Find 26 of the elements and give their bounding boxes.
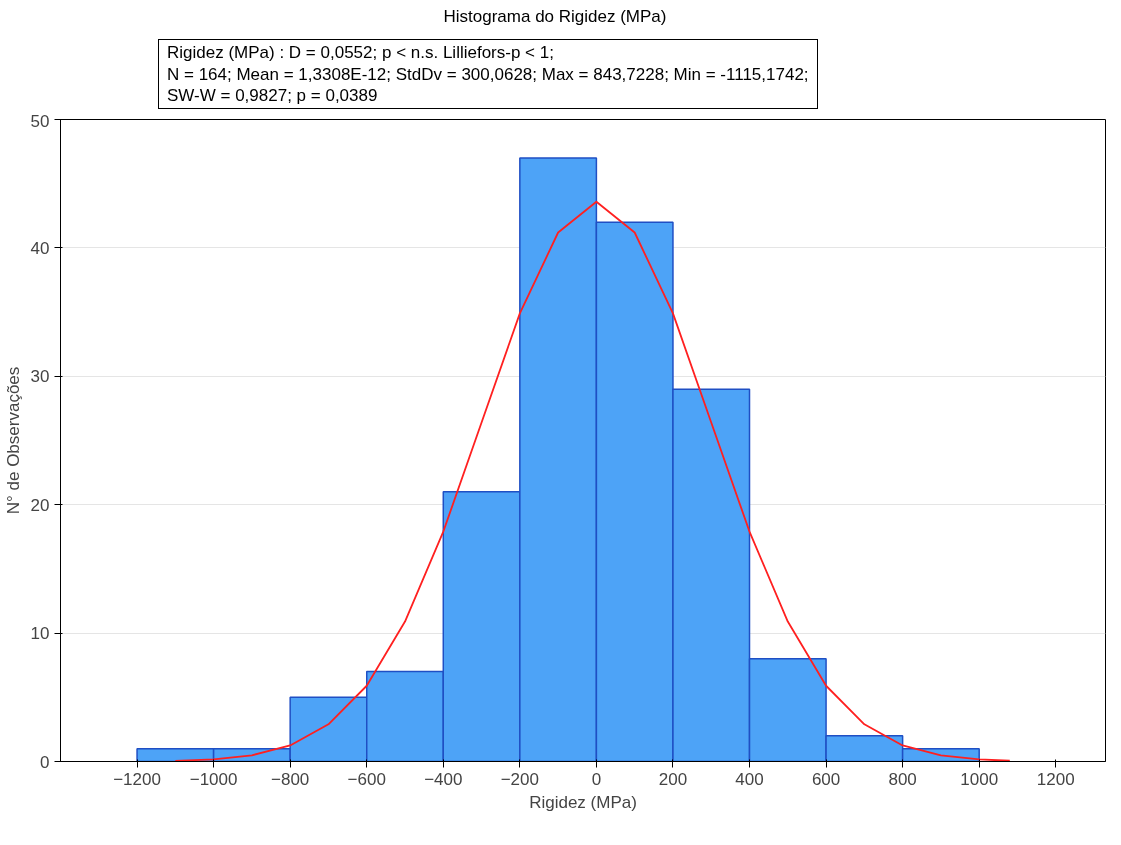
text: N = 164; Mean = 1,3308E-12; StdDv = 300,0628; Max = 843,7228; Min = -1115,1742;	[167, 64, 809, 84]
x-tick-label: −400	[424, 769, 463, 789]
y-axis-title: N° de Observações	[3, 366, 23, 515]
chart-title: Histograma do Rigidez (MPa)	[443, 6, 667, 28]
x-tick-label: 800	[888, 769, 917, 789]
x-tick-label: 400	[735, 769, 764, 789]
y-tick-label: 10	[30, 624, 50, 644]
text: SW-W = 0,9827; p = 0,0389	[167, 85, 378, 105]
x-tick-label: −1200	[113, 769, 161, 789]
x-tick-label: −800	[271, 769, 310, 789]
y-tick-label: 0	[40, 752, 50, 772]
x-tick-label: −1000	[189, 769, 238, 789]
y-tick-label: 20	[30, 495, 50, 515]
x-tick-label: 1200	[1036, 769, 1075, 789]
x-tick-label: −600	[347, 769, 386, 789]
y-tick-label: 40	[30, 238, 50, 258]
y-tick-label: 30	[30, 367, 50, 387]
x-tick-label: −200	[500, 769, 539, 789]
x-tick-label: 200	[658, 769, 688, 789]
x-tick-label: 0	[591, 769, 602, 789]
line-series	[174, 200, 1011, 762]
x-tick-label: 600	[811, 769, 841, 789]
x-tick-label: 1000	[960, 769, 999, 789]
x-axis-title: Rigidez (MPa)	[529, 792, 637, 812]
text: Rigidez (MPa) : D = 0,0552; p < n.s. Lilliefors-p < 1;	[167, 43, 554, 63]
y-tick-label: 50	[30, 111, 50, 131]
